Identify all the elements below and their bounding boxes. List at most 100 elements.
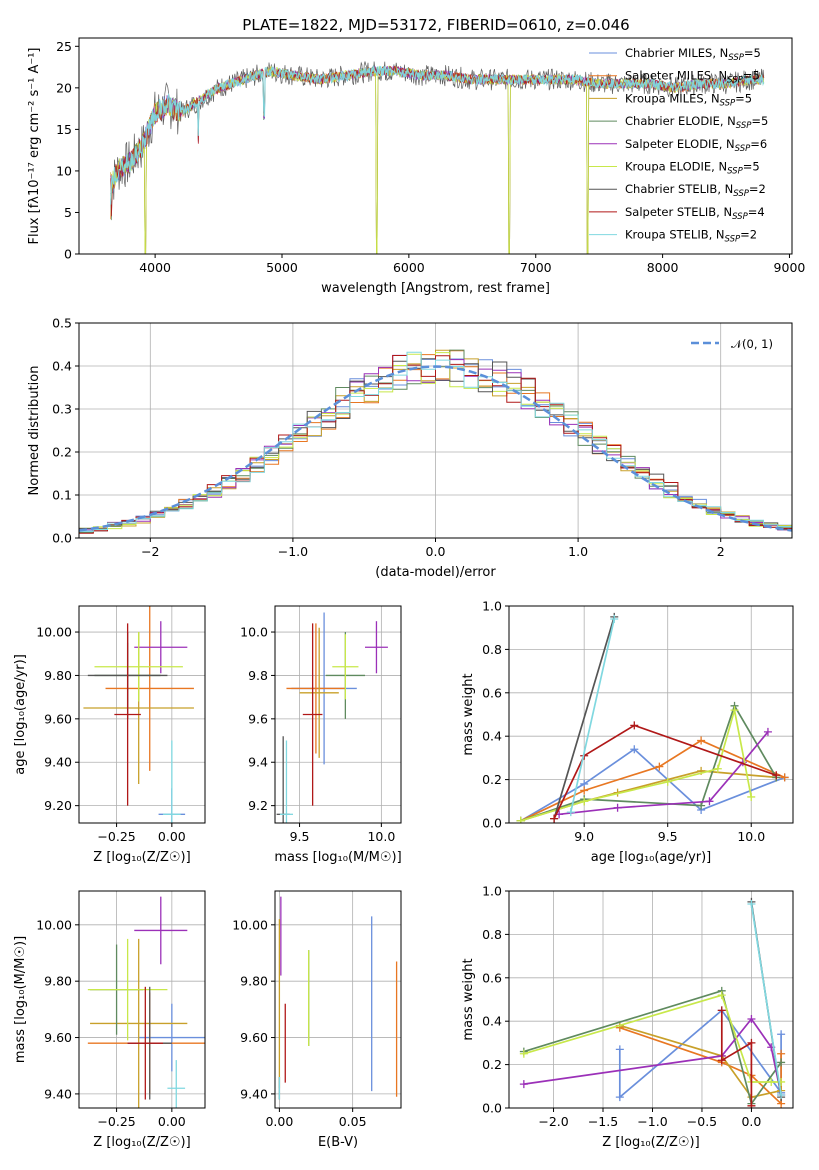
y-tick-label: 0.0: [52, 531, 72, 546]
x-tick-label: 9.5: [658, 829, 678, 844]
weight-line-1: [619, 1026, 782, 1106]
x-tick-label: 0.0: [426, 544, 446, 559]
x-tick-label: 0.00: [265, 1114, 293, 1129]
y-tick-label: 9.60: [44, 1030, 72, 1045]
y-tick-label: 0.8: [482, 642, 502, 657]
x-tick-label: 0.0: [741, 1114, 761, 1129]
x-axis-label: mass [log₁₀(M/M☉)]: [274, 850, 401, 865]
x-tick-label: 0.00: [158, 1114, 186, 1129]
plot-age-vs-Z: −0.25 0.00 9.20 9.40 9.60 9.80 10.00 Z [log₁₀(Z…: [13, 605, 206, 865]
weight-marker: [630, 721, 639, 730]
weight-marker: [777, 1090, 786, 1099]
axes-frame: [508, 890, 794, 1109]
legend-label: Chabrier MILES, N: [625, 46, 728, 60]
legend-entry: Kroupa MILES, NSSP=5: [625, 91, 752, 108]
figure-title: PLATE=1822, MJD=53172, FIBERID=0610, z=0…: [242, 16, 629, 34]
y-tick-label: 9.60: [240, 1030, 268, 1045]
y-tick-label: 5: [64, 205, 72, 220]
weight-marker: [777, 1049, 786, 1058]
weight-marker: [747, 1038, 756, 1047]
axes-frame: [274, 605, 402, 824]
weight-marker: [613, 803, 622, 812]
y-tick-label: 15: [56, 122, 72, 137]
y-tick-label: 0.2: [52, 445, 72, 460]
weight-marker: [767, 1077, 776, 1086]
y-tick-label: 0.5: [52, 316, 72, 331]
plot-area-mass-vs-ebv: [278, 896, 398, 1100]
y-tick-label: 9.60: [44, 711, 72, 726]
x-axis-label: age [log₁₀(age/yr)]: [591, 850, 712, 865]
y-tick-label: 9.4: [248, 755, 268, 770]
legend-label: Kroupa STELIB, N: [625, 228, 725, 242]
spectrum-line-8: [110, 65, 765, 205]
x-tick-label: 6000: [393, 260, 425, 275]
plot-residuals: −2 −1.0 0.0 1.0 2 0.0 0.1 0.2 0.3 0.4 0.5 (data-mod…: [27, 316, 793, 580]
weight-marker: [655, 762, 664, 771]
histogram-8: [79, 351, 792, 535]
legend-label: Salpeter STELIB, N: [625, 205, 732, 219]
weight-marker: [516, 816, 525, 823]
x-axis-label: E(B-V): [318, 1135, 358, 1150]
legend-nssp: =4: [748, 205, 765, 219]
y-axis-label: age [log₁₀(age/yr)]: [13, 654, 28, 775]
y-tick-label: 10.00: [36, 625, 72, 640]
y-axis-label: Flux [fλ10⁻¹⁷ erg cm⁻² s⁻¹ A⁻¹]: [27, 48, 42, 245]
legend-subscript: SSP: [727, 167, 743, 177]
x-tick-label: −2: [141, 544, 159, 559]
y-tick-label: 0.0: [482, 1101, 502, 1116]
plot-massweight-vs-age: 9.0 9.5 10.0 0.0 0.2 0.4 0.6 0.8 1.0 age [log₁₀(a…: [461, 599, 794, 865]
legend-subscript: SSP: [728, 53, 744, 63]
x-tick-label: 10.0: [367, 829, 395, 844]
weight-line-8: [569, 618, 616, 813]
legend-entry: 𝒩(0, 1): [731, 337, 773, 351]
legend-nssp: =5: [744, 46, 761, 60]
weight-marker: [610, 615, 619, 624]
legend-subscript: SSP: [725, 235, 741, 245]
x-axis-label: Z [log₁₀(Z/Z☉)]: [93, 850, 190, 865]
x-tick-label: 10.0: [737, 829, 765, 844]
weight-marker: [697, 736, 706, 745]
x-tick-label: 8000: [647, 260, 679, 275]
weight-marker: [663, 777, 672, 786]
y-tick-label: 9.20: [44, 798, 72, 813]
legend-entry: Salpeter ELODIE, NSSP=6: [625, 137, 767, 154]
y-tick-label: 0.4: [52, 359, 72, 374]
x-axis-label: wavelength [Angstrom, rest frame]: [321, 281, 550, 296]
weight-marker: [697, 801, 706, 810]
legend-nssp: =6: [750, 137, 767, 151]
weight-marker: [763, 727, 772, 736]
legend-subscript: SSP: [732, 212, 748, 222]
legend-nssp: =5: [735, 91, 752, 105]
y-tick-label: 0.6: [482, 685, 502, 700]
legend-nssp: =2: [740, 228, 757, 242]
legend-entry: Chabrier ELODIE, NSSP=5: [625, 114, 768, 131]
y-tick-label: 0.4: [482, 729, 502, 744]
y-tick-label: 9.40: [44, 755, 72, 770]
y-tick-label: 9.80: [240, 974, 268, 989]
weight-marker: [615, 1093, 624, 1102]
weight-line-5: [520, 709, 753, 822]
y-tick-label: 1.0: [482, 599, 502, 614]
legend-entry: Kroupa ELODIE, NSSP=5: [625, 160, 760, 177]
weight-line-0: [618, 1009, 782, 1100]
plot-area-mass-vs-Z: [87, 896, 205, 1108]
weight-line-4: [559, 731, 769, 816]
plot-spectrum: 4000 5000 6000 7000 8000 9000 0 5 10 15 20 25 wavele…: [27, 37, 805, 296]
legend-label: Chabrier ELODIE, N: [625, 114, 736, 128]
axes-frame: [78, 890, 206, 1109]
legend-subscript: SSP: [735, 144, 751, 154]
y-tick-label: 9.40: [240, 1086, 268, 1101]
x-tick-label: 9.5: [290, 829, 310, 844]
plot-area-massweight-vs-age: [516, 612, 789, 823]
weight-marker: [630, 745, 639, 754]
x-tick-label: −0.5: [687, 1114, 717, 1129]
plot-mass-vs-Z: −0.25 0.00 9.40 9.60 9.80 10.00 Z [log₁₀(Z/Z☉)…: [13, 890, 206, 1150]
weight-marker: [772, 771, 781, 780]
x-tick-label: 4000: [139, 260, 171, 275]
x-tick-label: −1.0: [278, 544, 308, 559]
x-axis-label: (data-model)/error: [375, 565, 496, 580]
legend-label: Kroupa ELODIE, N: [625, 160, 727, 174]
weight-marker: [777, 1030, 786, 1039]
legend-subscript: SSP: [727, 76, 743, 86]
x-tick-label: −0.25: [97, 829, 135, 844]
